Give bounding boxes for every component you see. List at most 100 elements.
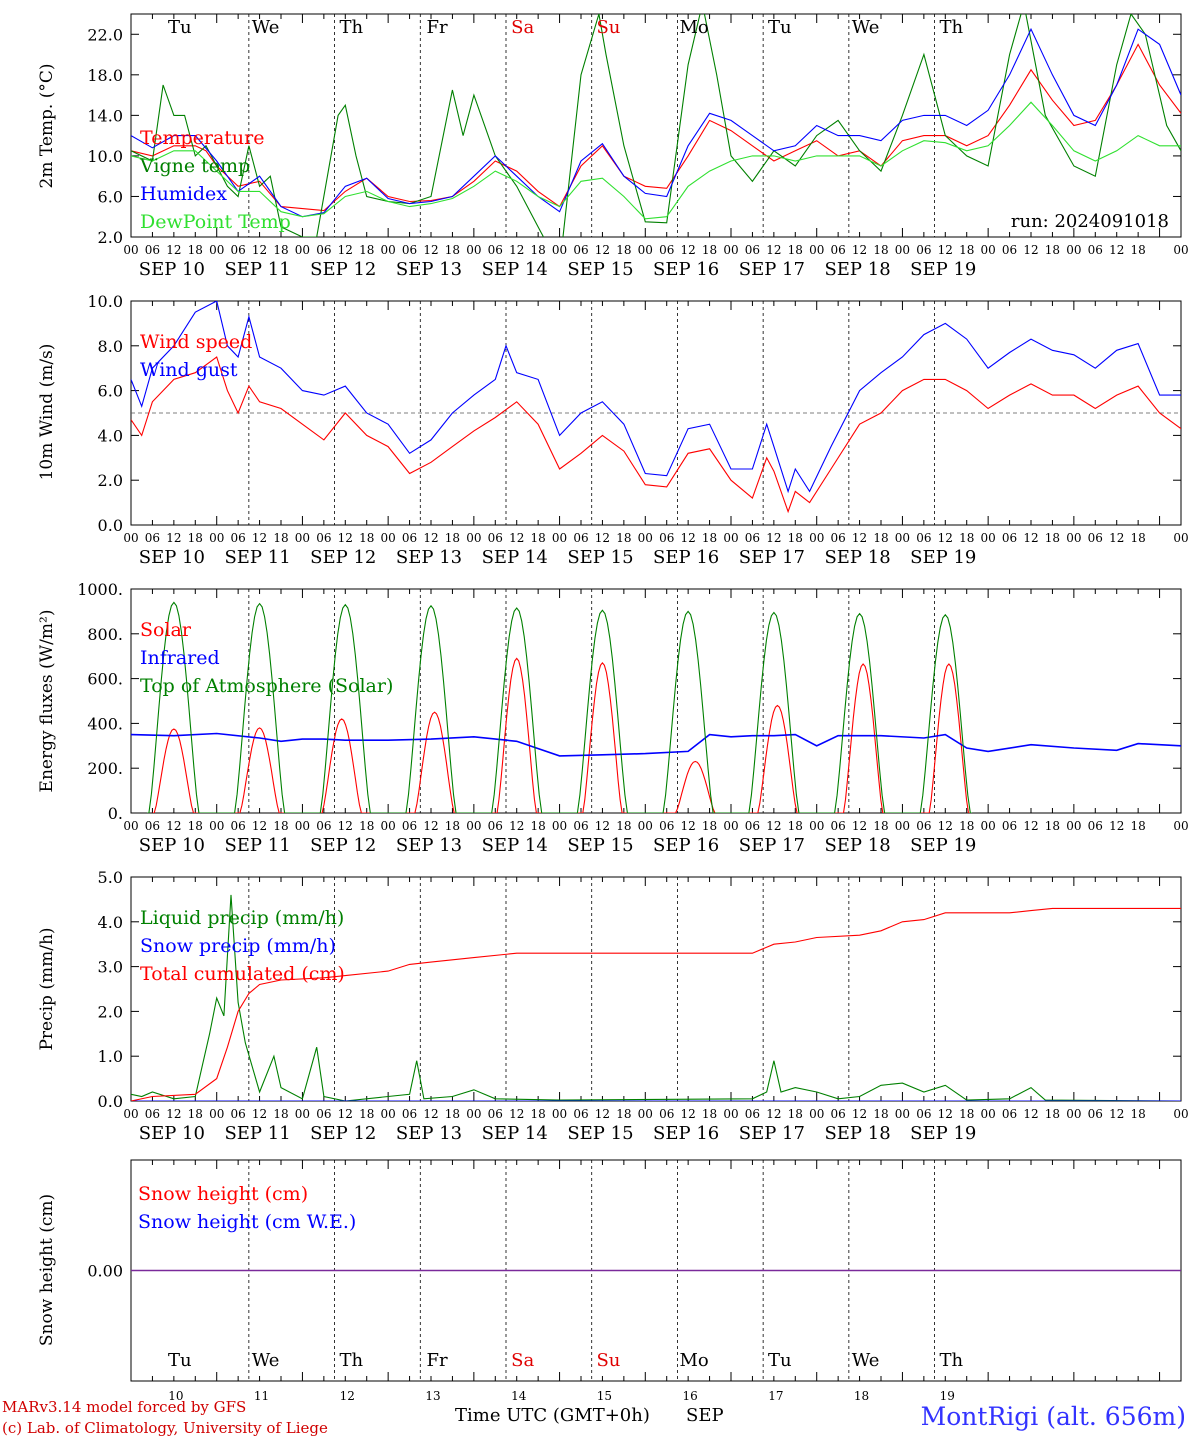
- hour-tick-label: 00: [552, 531, 567, 545]
- hour-tick-label: 00: [1066, 531, 1081, 545]
- weekday-label: Sa: [511, 1350, 534, 1371]
- hour-tick-label: 06: [231, 1107, 246, 1121]
- x-axis-month: SEP: [686, 1405, 724, 1426]
- month-label: SEP: [310, 259, 353, 280]
- month-label: SEP: [310, 547, 353, 568]
- hour-tick-label: 18: [788, 531, 803, 545]
- hour-tick-label: 18: [702, 1107, 717, 1121]
- plot-frame: [130, 588, 1182, 814]
- y-tick-label: 3.0: [98, 958, 123, 977]
- hour-tick-label: 12: [595, 819, 610, 833]
- legend-entry: Solar: [140, 619, 192, 641]
- y-tick-label: 8.0: [98, 337, 123, 356]
- legend-entry: Humidex: [140, 183, 227, 205]
- hour-tick-label: 06: [231, 819, 246, 833]
- hour-tick-label: 12: [595, 243, 610, 257]
- hour-tick-label: 06: [916, 531, 931, 545]
- hour-tick-label: 00: [638, 1107, 653, 1121]
- month-label: SEP: [139, 259, 182, 280]
- credit-line-2: (c) Lab. of Climatology, University of L…: [2, 1419, 328, 1437]
- x-axis-title: Time UTC (GMT+0h): [455, 1405, 650, 1426]
- hour-tick-label: 06: [488, 1107, 503, 1121]
- day-number: 10: [182, 259, 205, 280]
- hour-tick-label: 06: [316, 819, 331, 833]
- date-label: SEP 10: [139, 835, 205, 856]
- month-label: SEP: [482, 259, 525, 280]
- hour-tick-label: 06: [831, 531, 846, 545]
- hour-tick-label: 00: [1173, 531, 1188, 545]
- date-label: SEP 14: [482, 1123, 548, 1144]
- hour-tick-label: 06: [1002, 243, 1017, 257]
- day-number: 16: [696, 547, 719, 568]
- hour-tick-label: 00: [723, 243, 738, 257]
- hour-tick-label: 12: [1109, 819, 1124, 833]
- hour-tick-label: 12: [681, 1107, 696, 1121]
- hour-tick-label: 12: [938, 1107, 953, 1121]
- hour-tick-label: 18: [702, 531, 717, 545]
- series-group: [131, 301, 1181, 514]
- hour-tick-label: 12: [338, 531, 353, 545]
- hour-tick-label: 00: [1066, 819, 1081, 833]
- series-line-top-of-atmosphere-solar: [147, 601, 973, 813]
- weekday-label: We: [252, 17, 280, 38]
- hour-tick-label: 00: [1173, 1107, 1188, 1121]
- hour-tick-label: 06: [745, 819, 760, 833]
- hour-tick-label: 00: [466, 819, 481, 833]
- weekday-label: We: [852, 1350, 880, 1371]
- y-axis-label: 2m Temp. (°C): [37, 63, 57, 188]
- hour-tick-label: 18: [1131, 531, 1146, 545]
- hour-tick-label: 12: [852, 243, 867, 257]
- bottom-day-number: 14: [511, 1389, 527, 1403]
- month-label: SEP: [739, 547, 782, 568]
- month-label: SEP: [567, 1123, 610, 1144]
- hour-tick-label: 12: [252, 819, 267, 833]
- panel-4: 00 06 12 18 00 06 12 18 00 06 12 18 00 06 12 18 00 06 12 18…: [37, 868, 1189, 1144]
- panel-2: 00 06 12 18 00 06 12 18 00 06 12 18 00 06 12 18 00 06 12 18…: [37, 292, 1189, 568]
- month-label: SEP: [910, 1123, 953, 1144]
- hour-tick-label: 18: [873, 243, 888, 257]
- hour-tick-label: 18: [188, 819, 203, 833]
- hour-tick-label: 00: [723, 819, 738, 833]
- hour-tick-label: 18: [1131, 1107, 1146, 1121]
- hour-tick-label: 00: [123, 531, 138, 545]
- hour-tick-label: 18: [1131, 243, 1146, 257]
- hour-tick-label: 06: [402, 819, 417, 833]
- date-label: SEP 18: [824, 835, 890, 856]
- hour-tick-label: 06: [745, 243, 760, 257]
- plot-frame: [130, 13, 1182, 238]
- hour-tick-label: 00: [552, 1107, 567, 1121]
- series-line-wind-speed: [131, 356, 1181, 514]
- hour-tick-label: 06: [488, 243, 503, 257]
- hour-tick-label: 00: [552, 243, 567, 257]
- hour-tick-label: 00: [381, 1107, 396, 1121]
- hour-tick-label: 12: [509, 819, 524, 833]
- hour-tick-label: 00: [381, 819, 396, 833]
- credit-line-1: MARv3.14 model forced by GFS: [2, 1398, 247, 1416]
- hour-tick-label: 18: [959, 243, 974, 257]
- bottom-day-number: 11: [254, 1389, 269, 1403]
- hour-tick-label: 12: [338, 243, 353, 257]
- hour-tick-label: 00: [638, 531, 653, 545]
- day-number: 16: [696, 259, 719, 280]
- hour-tick-label: 00: [895, 1107, 910, 1121]
- date-label: SEP 18: [824, 547, 890, 568]
- y-tick-label: 200.: [87, 759, 123, 778]
- day-number: 11: [268, 259, 291, 280]
- day-number: 12: [353, 259, 376, 280]
- month-label: SEP: [310, 835, 353, 856]
- bottom-day-number: 13: [425, 1389, 440, 1403]
- series-group: [131, 894, 1181, 1101]
- month-label: SEP: [653, 259, 696, 280]
- series-line-vigne-temp: [131, 14, 1181, 237]
- day-number: 11: [268, 547, 291, 568]
- hour-tick-label: 18: [616, 1107, 631, 1121]
- hour-tick-label: 00: [723, 531, 738, 545]
- date-label: SEP 13: [396, 835, 462, 856]
- hour-tick-label: 18: [531, 819, 546, 833]
- date-label: SEP 19: [910, 1123, 976, 1144]
- hour-tick-label: 06: [573, 243, 588, 257]
- hour-tick-label: 00: [209, 243, 224, 257]
- hour-tick-label: 12: [681, 243, 696, 257]
- hour-tick-label: 12: [1109, 243, 1124, 257]
- hour-tick-label: 06: [831, 819, 846, 833]
